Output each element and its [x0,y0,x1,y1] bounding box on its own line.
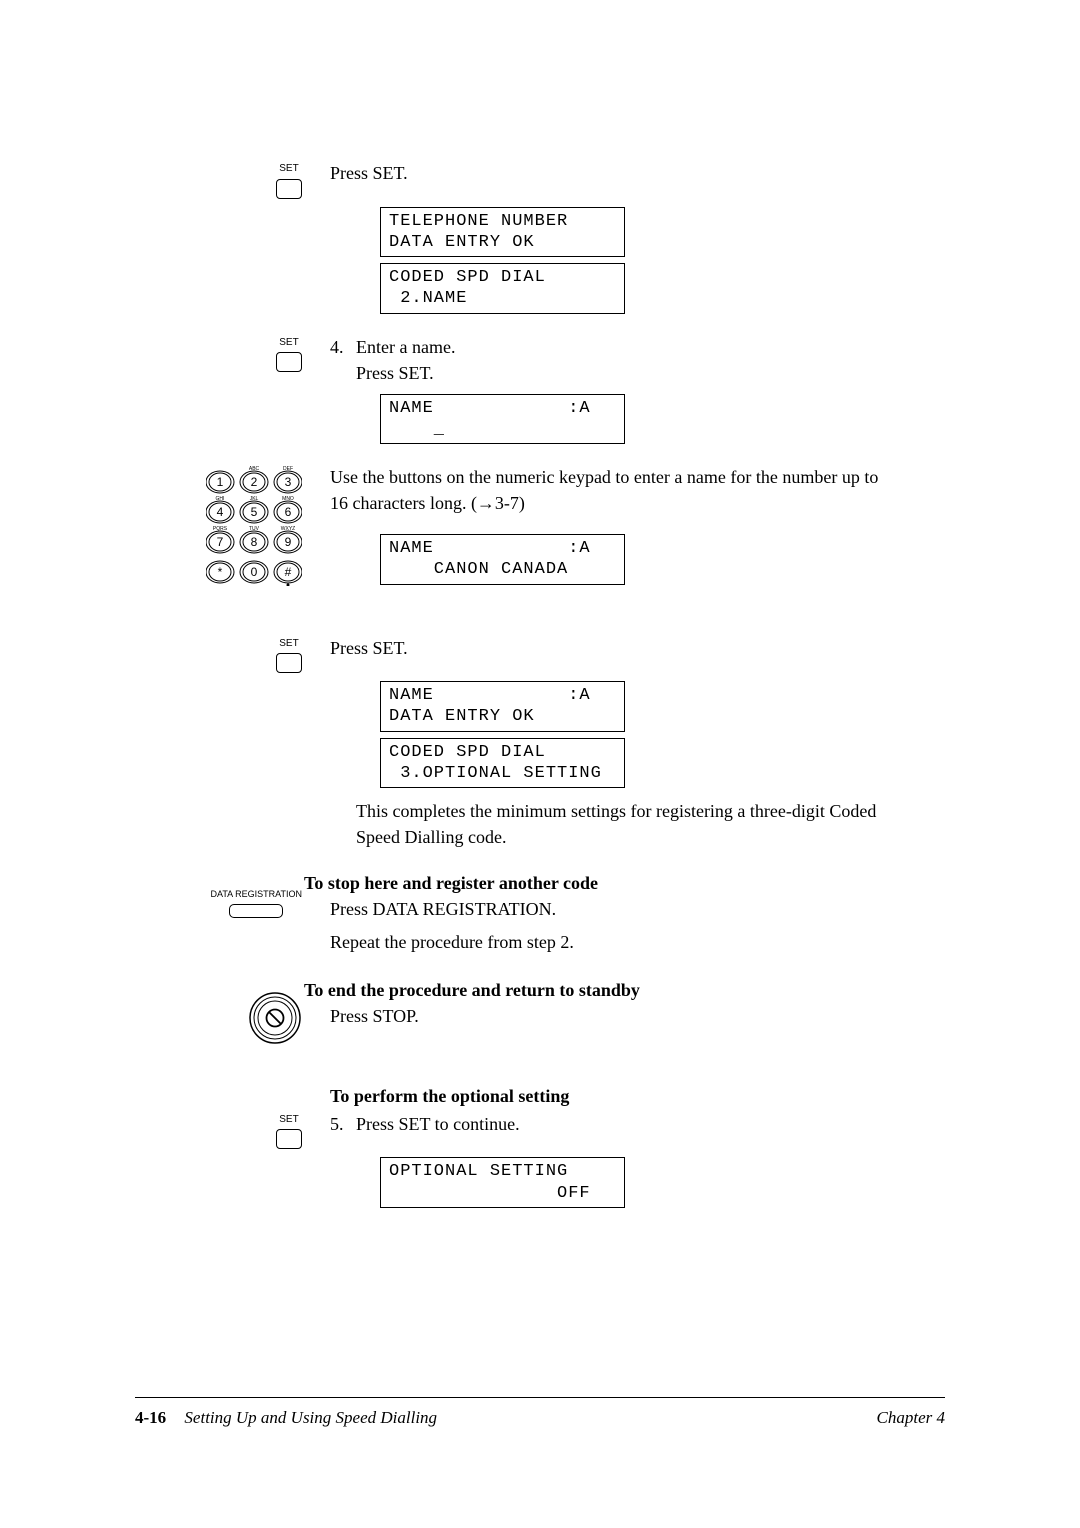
set-label: SET [279,637,298,652]
svg-text:5: 5 [251,505,258,519]
press-data-registration: Press DATA REGISTRATION. [330,896,940,922]
svg-text:ABC: ABC [249,466,260,472]
numeric-keypad-icon: 1 2 ABC 3 DEF 4 GHI 5 JKL 6 MNO 7 PQRS 8 TUV 9 WXYZ * 0 # [206,466,302,586]
stop-button-icon [248,991,302,1045]
svg-text:WXYZ: WXYZ [281,526,295,532]
lcd-optional-off: OPTIONAL SETTING OFF [380,1157,625,1208]
svg-text:2: 2 [251,475,258,489]
set-button-icon: SET [276,637,302,674]
svg-text:7: 7 [217,535,224,549]
svg-text:GHI: GHI [216,496,225,502]
svg-text:6: 6 [285,505,292,519]
page-number: 4-16 [135,1408,166,1427]
data-registration-icon: DATA REGISTRATION [210,888,302,918]
lcd-optional-setting: CODED SPD DIAL 3.OPTIONAL SETTING [380,738,625,789]
completes-text: This completes the minimum settings for … [356,801,876,847]
repeat-step-2: Repeat the procedure from step 2. [330,929,940,955]
svg-text:TUV: TUV [249,526,260,532]
end-procedure-heading: To end the procedure and return to stand… [304,977,940,1003]
svg-text:#: # [285,565,292,579]
svg-text:0: 0 [251,565,258,579]
press-set-continue: Press SET to continue. [356,1114,520,1134]
svg-text:*: * [218,565,223,579]
stop-here-heading: To stop here and register another code [304,870,940,896]
svg-text:JKL: JKL [250,496,259,502]
svg-text:MNO: MNO [282,496,294,502]
lcd-name-blank: NAME :A _ [380,394,625,445]
enter-a-name: Enter a name. [356,334,940,360]
svg-text:9: 9 [285,535,292,549]
lcd-name-ok: NAME :ADATA ENTRY OK [380,681,625,732]
set-button-icon: SET [276,1113,302,1150]
svg-text:1: 1 [217,475,224,489]
lcd-telephone-number: TELEPHONE NUMBERDATA ENTRY OK [380,207,625,258]
page-footer: 4-16 Setting Up and Using Speed Dialling… [135,1397,945,1428]
press-set-2: Press SET. [356,360,940,386]
svg-text:PQRS: PQRS [213,526,228,532]
use-buttons-text: Use the buttons on the numeric keypad to… [330,464,890,516]
svg-text:8: 8 [251,535,258,549]
press-set-1: Press SET. [330,163,408,183]
set-button-icon: SET [276,162,302,199]
set-button-icon: SET [276,336,302,373]
section-title: Setting Up and Using Speed Dialling [184,1408,437,1427]
set-label: SET [279,336,298,351]
datareg-label: DATA REGISTRATION [210,888,302,901]
svg-text:DEF: DEF [283,466,293,472]
optional-heading: To perform the optional setting [330,1083,940,1109]
lcd-coded-spd-name: CODED SPD DIAL 2.NAME [380,263,625,314]
set-label: SET [279,162,298,177]
svg-text:3: 3 [285,475,292,489]
press-set-3: Press SET. [330,638,408,658]
set-label: SET [279,1113,298,1128]
step-number-4: 4. [330,337,344,357]
lcd-name-canon: NAME :A CANON CANADA [380,534,625,585]
chapter-label: Chapter 4 [877,1408,945,1428]
svg-text:4: 4 [217,505,224,519]
press-stop: Press STOP. [330,1003,940,1029]
step-number-5: 5. [330,1114,344,1134]
